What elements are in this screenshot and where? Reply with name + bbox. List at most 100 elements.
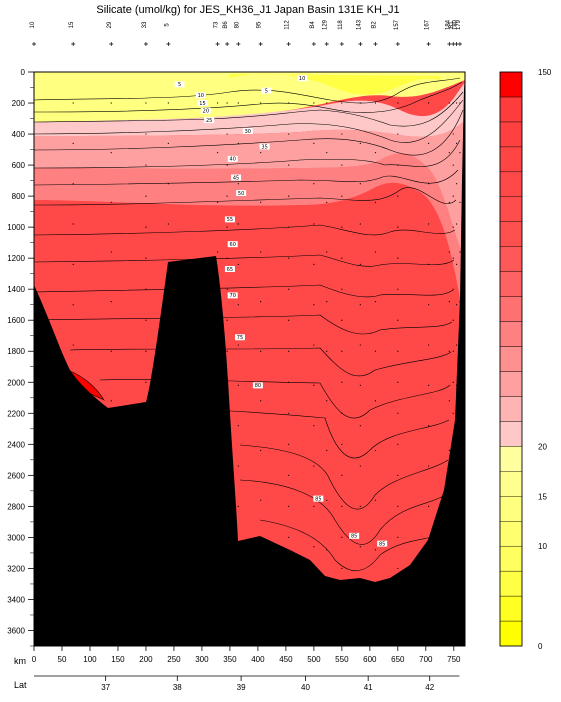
sample-dot bbox=[341, 412, 343, 414]
sample-dot bbox=[260, 152, 262, 154]
station-label: 180 bbox=[453, 19, 459, 30]
sample-dot bbox=[313, 546, 315, 548]
colorbar-swatch bbox=[499, 396, 523, 422]
depth-tick-label: 2200 bbox=[7, 409, 25, 418]
sample-dot bbox=[397, 381, 399, 383]
sample-dot bbox=[359, 546, 361, 548]
sample-dot bbox=[326, 449, 328, 452]
sample-dot bbox=[72, 344, 74, 346]
sample-dot bbox=[226, 319, 228, 321]
sample-dot bbox=[313, 465, 315, 467]
sample-dot bbox=[313, 223, 315, 225]
station-cross bbox=[358, 42, 363, 46]
sample-dot bbox=[288, 505, 290, 507]
sample-dot bbox=[341, 226, 343, 228]
silicate-isoline-16 bbox=[239, 444, 449, 510]
sample-dot bbox=[448, 350, 450, 352]
station-cross bbox=[324, 42, 329, 46]
silicate-isoline-2 bbox=[34, 81, 463, 113]
contour-label: 15 bbox=[199, 101, 205, 107]
sample-dot bbox=[326, 499, 328, 501]
band-30 bbox=[34, 120, 465, 260]
sample-dot bbox=[459, 201, 461, 203]
sample-dot bbox=[167, 223, 169, 225]
lat-tick-label: 42 bbox=[425, 683, 434, 692]
sample-dot bbox=[313, 263, 315, 265]
station-cross bbox=[395, 42, 400, 46]
station-label: B1 bbox=[449, 21, 455, 29]
sample-dot bbox=[341, 505, 343, 507]
station-label: 29 bbox=[107, 21, 113, 28]
sample-dot bbox=[226, 195, 228, 197]
contour-label: 30 bbox=[245, 129, 251, 135]
sample-dot bbox=[216, 152, 219, 154]
sample-dot bbox=[341, 381, 343, 383]
sample-dot bbox=[260, 251, 262, 253]
station-label: B6 bbox=[223, 21, 229, 29]
colorbar-tick-label: 0 bbox=[538, 642, 543, 651]
silicate-isoline-3 bbox=[34, 91, 464, 127]
colorbar-swatch bbox=[499, 446, 523, 472]
sample-dot bbox=[313, 344, 315, 346]
sample-dot bbox=[226, 288, 228, 290]
station-cross bbox=[143, 42, 148, 46]
sample-dot bbox=[456, 102, 458, 104]
silicate-isoline-18 bbox=[259, 519, 441, 571]
station-label: 157 bbox=[394, 19, 400, 30]
sample-dot bbox=[288, 319, 290, 321]
colorbar-swatch bbox=[499, 221, 523, 247]
sample-dot bbox=[260, 400, 262, 402]
contour-label-box bbox=[313, 495, 324, 502]
sample-dot bbox=[72, 183, 74, 185]
sample-dot bbox=[452, 195, 454, 197]
sample-dot bbox=[428, 102, 430, 104]
depth-tick-label: 3200 bbox=[7, 564, 25, 573]
contour-label-box bbox=[195, 92, 206, 99]
sample-dot bbox=[145, 226, 147, 228]
sample-dot bbox=[145, 257, 147, 259]
km-tick-label: 350 bbox=[223, 655, 237, 664]
sample-dot bbox=[288, 443, 290, 445]
sample-dot bbox=[237, 102, 239, 104]
station-cross bbox=[32, 42, 36, 46]
sample-dot bbox=[359, 102, 361, 104]
sample-dot bbox=[341, 133, 343, 135]
contour-label-box bbox=[227, 241, 238, 248]
sample-dot bbox=[326, 301, 328, 303]
sample-dot bbox=[341, 102, 343, 104]
contour-label-box bbox=[174, 81, 185, 88]
sample-dot bbox=[145, 319, 147, 321]
sample-dot bbox=[359, 142, 361, 144]
sample-dot bbox=[459, 251, 461, 253]
sample-dot bbox=[288, 350, 290, 352]
km-tick-label: 300 bbox=[195, 655, 209, 664]
sample-dot bbox=[341, 288, 343, 290]
sample-dot bbox=[428, 344, 430, 346]
silicate-isoline-1 bbox=[34, 77, 461, 104]
depth-axis: 0 200 400 600 800 1000 1200 1400 1600 1800 2000 220… bbox=[7, 68, 34, 647]
sample-dot bbox=[167, 102, 169, 104]
colorbar-swatch bbox=[499, 620, 523, 647]
contour-label-box bbox=[349, 532, 360, 539]
silicate-isoline-9 bbox=[34, 224, 456, 236]
depth-tick-label: 1400 bbox=[7, 285, 25, 294]
sample-dot bbox=[456, 263, 458, 265]
contour-label: 25 bbox=[206, 118, 212, 124]
km-tick-label: 50 bbox=[58, 655, 67, 664]
station-cross bbox=[339, 42, 344, 46]
contour-label: 10 bbox=[198, 93, 204, 99]
sample-dot bbox=[397, 474, 399, 476]
contour-label-box bbox=[204, 117, 215, 124]
silicate-isoline-17 bbox=[239, 479, 446, 545]
station-label: 33 bbox=[142, 21, 148, 28]
station-label: 143 bbox=[356, 19, 362, 30]
sample-dot bbox=[359, 304, 361, 306]
contour-label: 20 bbox=[203, 109, 209, 115]
sample-dot bbox=[72, 304, 74, 306]
sample-dot bbox=[326, 152, 328, 154]
sample-dot bbox=[397, 567, 399, 570]
sample-dot bbox=[226, 102, 228, 104]
station-label: 15 bbox=[69, 21, 75, 28]
sample-dot bbox=[226, 257, 228, 259]
